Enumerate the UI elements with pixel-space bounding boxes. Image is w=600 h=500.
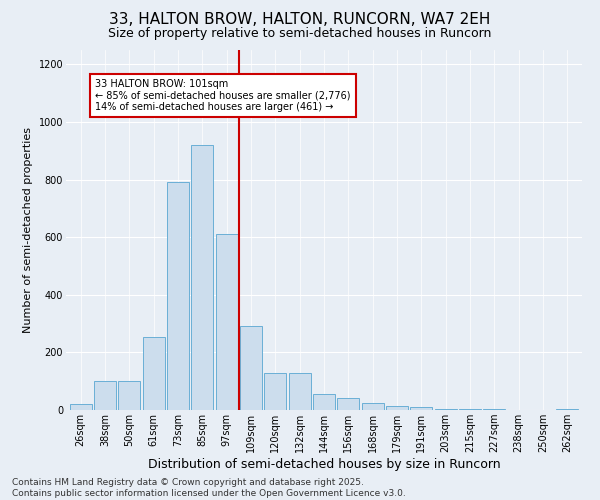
Bar <box>313 394 335 410</box>
Bar <box>337 398 359 410</box>
Text: Contains HM Land Registry data © Crown copyright and database right 2025.
Contai: Contains HM Land Registry data © Crown c… <box>12 478 406 498</box>
Bar <box>386 406 408 410</box>
Bar <box>265 372 286 410</box>
X-axis label: Distribution of semi-detached houses by size in Runcorn: Distribution of semi-detached houses by … <box>148 458 500 471</box>
Text: 33, HALTON BROW, HALTON, RUNCORN, WA7 2EH: 33, HALTON BROW, HALTON, RUNCORN, WA7 2E… <box>109 12 491 28</box>
Bar <box>191 145 213 410</box>
Bar <box>143 336 164 410</box>
Bar <box>556 408 578 410</box>
Bar <box>118 381 140 410</box>
Bar <box>459 409 481 410</box>
Y-axis label: Number of semi-detached properties: Number of semi-detached properties <box>23 127 33 333</box>
Bar <box>70 404 92 410</box>
Text: 33 HALTON BROW: 101sqm
← 85% of semi-detached houses are smaller (2,776)
14% of : 33 HALTON BROW: 101sqm ← 85% of semi-det… <box>95 79 351 112</box>
Bar <box>240 326 262 410</box>
Text: Size of property relative to semi-detached houses in Runcorn: Size of property relative to semi-detach… <box>109 28 491 40</box>
Bar <box>410 407 433 410</box>
Bar <box>435 408 457 410</box>
Bar <box>215 234 238 410</box>
Bar <box>167 182 189 410</box>
Bar <box>362 403 383 410</box>
Bar <box>289 372 311 410</box>
Bar <box>94 381 116 410</box>
